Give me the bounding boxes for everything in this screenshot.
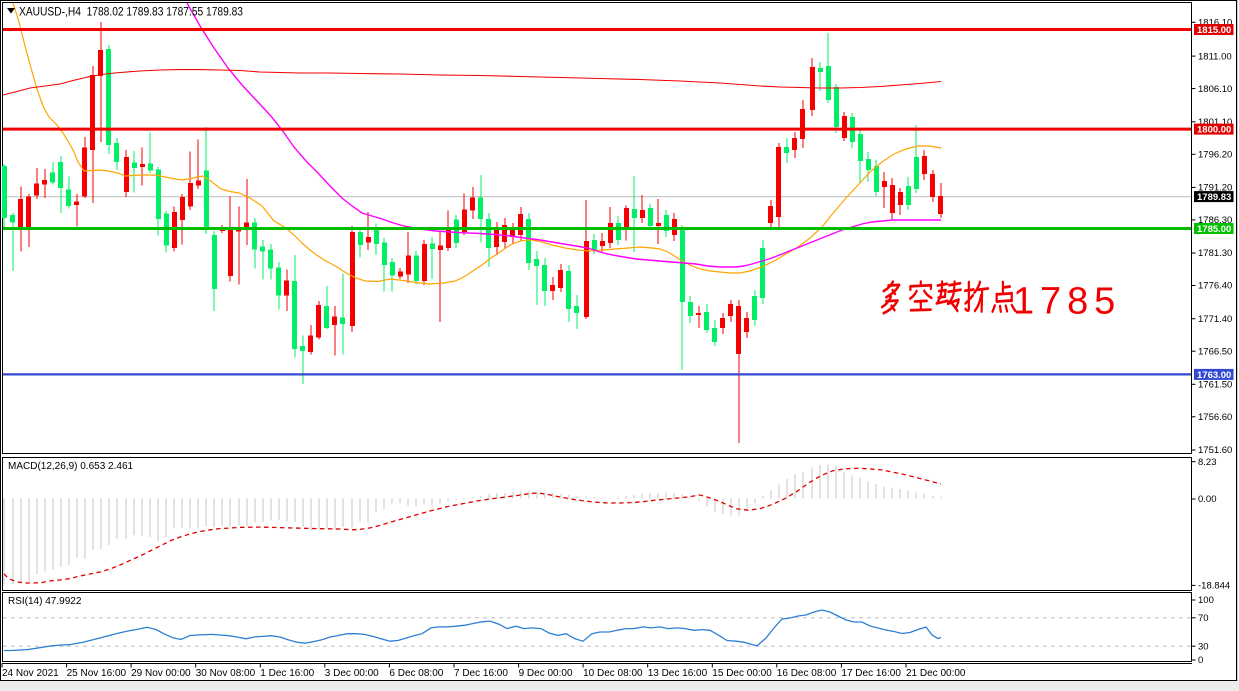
svg-text:9 Dec 00:00: 9 Dec 00:00 [519, 668, 573, 679]
svg-text:0: 0 [1198, 655, 1203, 666]
svg-text:100: 100 [1198, 595, 1214, 606]
svg-text:13 Dec 16:00: 13 Dec 16:00 [648, 668, 708, 679]
svg-text:1756.60: 1756.60 [1198, 412, 1232, 423]
svg-text:1806.10: 1806.10 [1198, 84, 1232, 95]
svg-text:1 Dec 16:00: 1 Dec 16:00 [260, 668, 314, 679]
svg-text:1816.10: 1816.10 [1198, 18, 1232, 29]
svg-text:25 Nov 16:00: 25 Nov 16:00 [67, 668, 127, 679]
svg-text:30 Nov 08:00: 30 Nov 08:00 [196, 668, 256, 679]
svg-text:1751.60: 1751.60 [1198, 445, 1232, 456]
svg-text:16 Dec 08:00: 16 Dec 08:00 [777, 668, 837, 679]
svg-text:1761.50: 1761.50 [1198, 380, 1232, 391]
svg-text:1766.50: 1766.50 [1198, 346, 1232, 357]
svg-text:1786.30: 1786.30 [1198, 215, 1232, 226]
svg-text:1811.00: 1811.00 [1198, 51, 1232, 62]
svg-text:15 Dec 00:00: 15 Dec 00:00 [712, 668, 772, 679]
svg-text:17 Dec 16:00: 17 Dec 16:00 [841, 668, 901, 679]
svg-text:1763.00: 1763.00 [1197, 370, 1231, 381]
svg-text:1796.20: 1796.20 [1198, 150, 1232, 161]
svg-text:8.23: 8.23 [1198, 457, 1217, 468]
svg-text:7 Dec 16:00: 7 Dec 16:00 [454, 668, 508, 679]
svg-text:-18.844: -18.844 [1198, 581, 1230, 592]
svg-text:1771.40: 1771.40 [1198, 314, 1232, 325]
svg-text:0.00: 0.00 [1198, 494, 1217, 505]
svg-text:3 Dec 00:00: 3 Dec 00:00 [325, 668, 379, 679]
svg-text:1785.00: 1785.00 [1197, 224, 1231, 235]
svg-text:RSI(14) 47.9922: RSI(14) 47.9922 [8, 596, 82, 607]
svg-text:1800.00: 1800.00 [1197, 125, 1231, 136]
svg-text:1801.10: 1801.10 [1198, 117, 1232, 128]
svg-text:24 Nov 2021: 24 Nov 2021 [2, 668, 59, 679]
svg-text:1791.20: 1791.20 [1198, 183, 1232, 194]
svg-text:6 Dec 08:00: 6 Dec 08:00 [389, 668, 443, 679]
svg-text:29 Nov 00:00: 29 Nov 00:00 [131, 668, 191, 679]
svg-text:30: 30 [1198, 641, 1209, 652]
svg-text:1781.30: 1781.30 [1198, 248, 1232, 259]
svg-text:1785: 1785 [1013, 281, 1121, 323]
svg-text:70: 70 [1198, 613, 1209, 624]
svg-text:1776.40: 1776.40 [1198, 281, 1232, 292]
svg-text:10 Dec 08:00: 10 Dec 08:00 [583, 668, 643, 679]
svg-text:1789.83: 1789.83 [1197, 192, 1231, 203]
svg-text:1815.00: 1815.00 [1197, 25, 1231, 36]
svg-text:XAUUSD-,H4 1788.02 1789.83 17: XAUUSD-,H4 1788.02 1789.83 1787.55 1789.… [19, 5, 243, 19]
svg-text:21 Dec 00:00: 21 Dec 00:00 [906, 668, 966, 679]
svg-text:MACD(12,26,9) 0.653 2.461: MACD(12,26,9) 0.653 2.461 [8, 461, 134, 472]
